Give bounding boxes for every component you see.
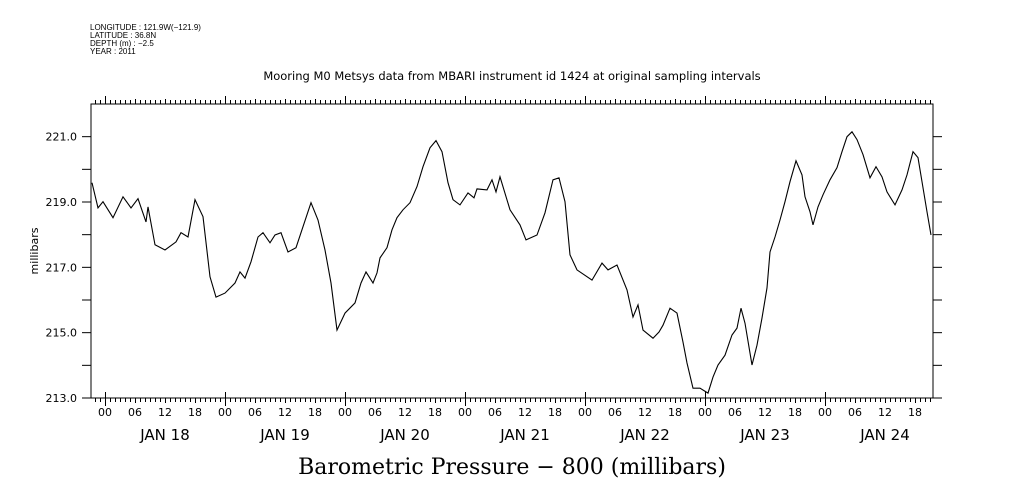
series-line-pressure [91, 130, 932, 394]
x-day-label: JAN 24 [859, 426, 910, 444]
y-tick-label: 217.0 [46, 261, 78, 274]
x-hour-label: 00 [338, 406, 352, 419]
x-hour-label: 18 [788, 406, 802, 419]
x-axis-title: Barometric Pressure − 800 (millibars) [298, 455, 726, 480]
x-day-label: JAN 23 [739, 426, 790, 444]
header-latitude: LATITUDE : 36.8N [90, 31, 156, 40]
chart-title: Mooring M0 Metsys data from MBARI instru… [263, 69, 760, 83]
x-hour-label: 12 [398, 406, 412, 419]
x-hour-label: 06 [128, 406, 142, 419]
x-day-label: JAN 19 [259, 426, 310, 444]
x-hour-label: 00 [458, 406, 472, 419]
x-hour-label: 06 [248, 406, 262, 419]
x-hour-label: 18 [428, 406, 442, 419]
x-hour-label: 18 [188, 406, 202, 419]
x-hour-label: 06 [848, 406, 862, 419]
x-hour-label: 00 [578, 406, 592, 419]
x-hour-label: 12 [518, 406, 532, 419]
header-depth: DEPTH (m) : −2.5 [90, 39, 154, 48]
x-hour-label: 12 [758, 406, 772, 419]
y-tick-label: 215.0 [46, 327, 78, 340]
y-tick-label: 221.0 [46, 131, 78, 144]
x-hour-label: 06 [368, 406, 382, 419]
header-year: YEAR : 2011 [90, 47, 136, 56]
x-hour-label: 06 [608, 406, 622, 419]
x-hour-label: 00 [218, 406, 232, 419]
x-day-label: JAN 18 [139, 426, 190, 444]
x-day-label: JAN 22 [619, 426, 670, 444]
location-header: LONGITUDE : 121.9W(−121.9) LATITUDE : 36… [90, 23, 201, 56]
x-hour-label: 18 [308, 406, 322, 419]
x-hour-label: 12 [878, 406, 892, 419]
y-tick-label: 213.0 [46, 392, 78, 405]
x-hour-label: 00 [98, 406, 112, 419]
x-day-label: JAN 21 [499, 426, 550, 444]
plot-area [91, 130, 932, 394]
y-axis-label: millibars [28, 227, 41, 274]
x-hour-label: 06 [728, 406, 742, 419]
x-hour-label: 00 [698, 406, 712, 419]
x-hour-label: 18 [668, 406, 682, 419]
y-tick-label: 219.0 [46, 196, 78, 209]
x-day-label: JAN 20 [379, 426, 430, 444]
x-hour-label: 00 [818, 406, 832, 419]
plot-frame [90, 103, 934, 399]
header-longitude: LONGITUDE : 121.9W(−121.9) [90, 23, 201, 32]
x-hour-label: 12 [278, 406, 292, 419]
x-hour-label: 18 [548, 406, 562, 419]
x-hour-label: 06 [488, 406, 502, 419]
x-hour-label: 12 [638, 406, 652, 419]
x-hour-label: 18 [908, 406, 922, 419]
axes: 213.0 215.0 217.0 219.0 221.0 00 06 12 18 00 06 12 1… [46, 96, 942, 444]
x-hour-label: 12 [158, 406, 172, 419]
